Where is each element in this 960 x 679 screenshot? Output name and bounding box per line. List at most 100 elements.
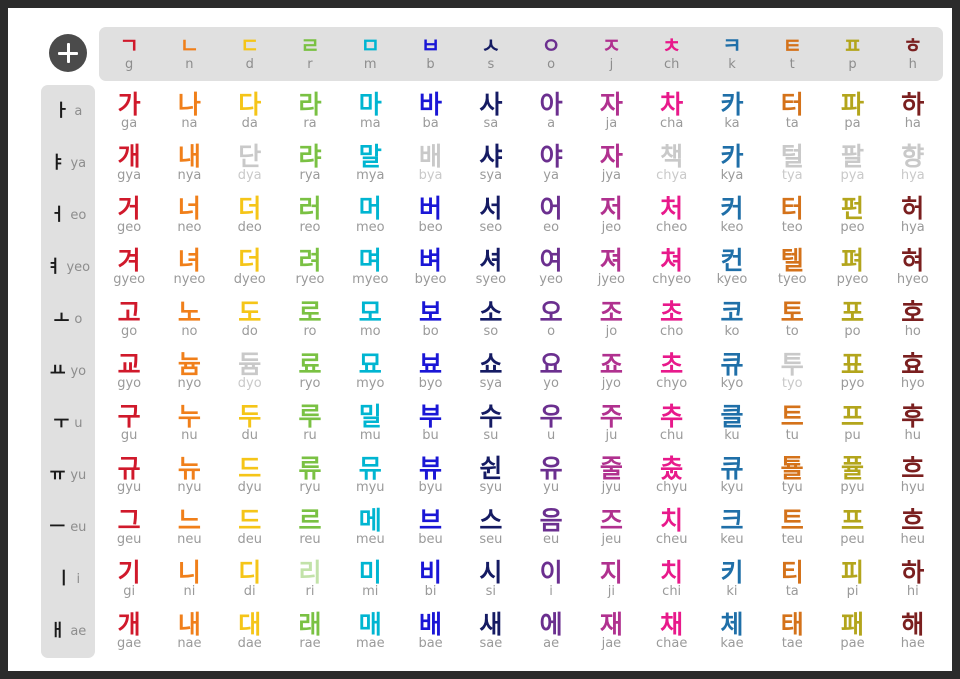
syllable-cell-byeo[interactable]: 벼 byeo (400, 241, 460, 293)
syllable-cell-cheo[interactable]: 처 cheo (642, 189, 702, 241)
syllable-cell-nu[interactable]: 누 nu (159, 398, 219, 450)
syllable-cell-pae[interactable]: 패 pae (822, 606, 882, 658)
syllable-cell-pya[interactable]: 팔 pya (822, 137, 882, 189)
syllable-cell-gya[interactable]: 개 gya (99, 137, 159, 189)
syllable-cell-ri[interactable]: 리 ri (280, 554, 340, 606)
syllable-cell-myo[interactable]: 묘 myo (340, 345, 400, 397)
syllable-cell-si[interactable]: 시 si (461, 554, 521, 606)
syllable-cell-reu[interactable]: 르 reu (280, 502, 340, 554)
syllable-cell-teu[interactable]: 트 teu (762, 502, 822, 554)
syllable-cell-tya[interactable]: 털 tya (762, 137, 822, 189)
syllable-cell-hu[interactable]: 후 hu (883, 398, 943, 450)
syllable-cell-neu[interactable]: 느 neu (159, 502, 219, 554)
syllable-cell-ju[interactable]: 주 ju (581, 398, 641, 450)
syllable-cell-sae[interactable]: 새 sae (461, 606, 521, 658)
syllable-cell-ta[interactable]: 터 ta (762, 85, 822, 137)
syllable-cell-mi[interactable]: 미 mi (340, 554, 400, 606)
syllable-cell-hi[interactable]: 하 hi (883, 554, 943, 606)
syllable-cell-jyu[interactable]: 줄 jyu (581, 450, 641, 502)
syllable-cell-ja[interactable]: 자 ja (581, 85, 641, 137)
syllable-cell-eu[interactable]: 음 eu (521, 502, 581, 554)
syllable-cell-do[interactable]: 도 do (220, 293, 280, 345)
syllable-cell-chyu[interactable]: 춨 chyu (642, 450, 702, 502)
syllable-cell-syeo[interactable]: 셔 syeo (461, 241, 521, 293)
vowel-header-eu[interactable]: ㅡ eu (41, 502, 95, 554)
syllable-cell-syu[interactable]: 쉰 syu (461, 450, 521, 502)
syllable-cell-chyo[interactable]: 초 chyo (642, 345, 702, 397)
syllable-cell-chyeo[interactable]: 쳐 chyeo (642, 241, 702, 293)
syllable-cell-bu[interactable]: 부 bu (400, 398, 460, 450)
syllable-cell-ga[interactable]: 가 ga (99, 85, 159, 137)
syllable-cell-yu[interactable]: 유 yu (521, 450, 581, 502)
syllable-cell-hyo[interactable]: 효 hyo (883, 345, 943, 397)
vowel-header-yu[interactable]: ㅠ yu (41, 450, 95, 502)
syllable-cell-ba[interactable]: 바 ba (400, 85, 460, 137)
syllable-cell-sa[interactable]: 사 sa (461, 85, 521, 137)
syllable-cell-sya[interactable]: 쇼 sya (461, 345, 521, 397)
syllable-cell-gyu[interactable]: 규 gyu (99, 450, 159, 502)
syllable-cell-jae[interactable]: 재 jae (581, 606, 641, 658)
syllable-cell-geo[interactable]: 거 geo (99, 189, 159, 241)
syllable-cell-ha[interactable]: 하 ha (883, 85, 943, 137)
syllable-cell-kyeo[interactable]: 컨 kyeo (702, 241, 762, 293)
syllable-cell-beu[interactable]: 브 beu (400, 502, 460, 554)
syllable-cell-pi[interactable]: 피 pi (822, 554, 882, 606)
syllable-cell-bae[interactable]: 배 bae (400, 606, 460, 658)
syllable-cell-rya[interactable]: 랴 rya (280, 137, 340, 189)
syllable-cell-jo[interactable]: 조 jo (581, 293, 641, 345)
vowel-header-yeo[interactable]: ㅕ yeo (41, 241, 95, 293)
syllable-cell-gyo[interactable]: 교 gyo (99, 345, 159, 397)
syllable-cell-chya[interactable]: 책 chya (642, 137, 702, 189)
syllable-cell-pyu[interactable]: 퓰 pyu (822, 450, 882, 502)
syllable-cell-jyeo[interactable]: 져 jyeo (581, 241, 641, 293)
syllable-cell-ku[interactable]: 클 ku (702, 398, 762, 450)
syllable-cell-pyo[interactable]: 표 pyo (822, 345, 882, 397)
syllable-cell-pu[interactable]: 프 pu (822, 398, 882, 450)
syllable-cell-ryo[interactable]: 료 ryo (280, 345, 340, 397)
syllable-cell-byo[interactable]: 뵤 byo (400, 345, 460, 397)
syllable-cell-to[interactable]: 토 to (762, 293, 822, 345)
syllable-cell-cheu[interactable]: 치 cheu (642, 502, 702, 554)
syllable-cell-kyu[interactable]: 큐 kyu (702, 450, 762, 502)
syllable-cell-teo[interactable]: 터 teo (762, 189, 822, 241)
syllable-cell-hyu[interactable]: 흐 hyu (883, 450, 943, 502)
syllable-cell-so[interactable]: 소 so (461, 293, 521, 345)
syllable-cell-cho[interactable]: 초 cho (642, 293, 702, 345)
syllable-cell-ae[interactable]: 에 ae (521, 606, 581, 658)
vowel-header-ae[interactable]: ㅐ ae (41, 606, 95, 658)
syllable-cell-seo[interactable]: 서 seo (461, 189, 521, 241)
syllable-cell-ji[interactable]: 지 ji (581, 554, 641, 606)
syllable-cell-ho[interactable]: 호 ho (883, 293, 943, 345)
syllable-cell-na[interactable]: 나 na (159, 85, 219, 137)
syllable-cell-mo[interactable]: 모 mo (340, 293, 400, 345)
syllable-cell-nae[interactable]: 내 nae (159, 606, 219, 658)
syllable-cell-hae[interactable]: 해 hae (883, 606, 943, 658)
syllable-cell-hya[interactable]: 허 hya (883, 189, 943, 241)
syllable-cell-nyu[interactable]: 뉴 nyu (159, 450, 219, 502)
syllable-cell-pa[interactable]: 파 pa (822, 85, 882, 137)
syllable-cell-myu[interactable]: 뮤 myu (340, 450, 400, 502)
syllable-cell-jeo[interactable]: 저 jeo (581, 189, 641, 241)
syllable-cell-bo[interactable]: 보 bo (400, 293, 460, 345)
syllable-cell-ro[interactable]: 로 ro (280, 293, 340, 345)
syllable-cell-ki[interactable]: 키 ki (702, 554, 762, 606)
syllable-cell-ma[interactable]: 마 ma (340, 85, 400, 137)
syllable-cell-chae[interactable]: 채 chae (642, 606, 702, 658)
syllable-cell-po[interactable]: 포 po (822, 293, 882, 345)
syllable-cell-rae[interactable]: 래 rae (280, 606, 340, 658)
syllable-cell-tyeo[interactable]: 텔 tyeo (762, 241, 822, 293)
syllable-cell-jyo[interactable]: 죠 jyo (581, 345, 641, 397)
syllable-cell-no[interactable]: 노 no (159, 293, 219, 345)
syllable-cell-tyo[interactable]: 투 tyo (762, 345, 822, 397)
vowel-header-eo[interactable]: ㅓ eo (41, 189, 95, 241)
